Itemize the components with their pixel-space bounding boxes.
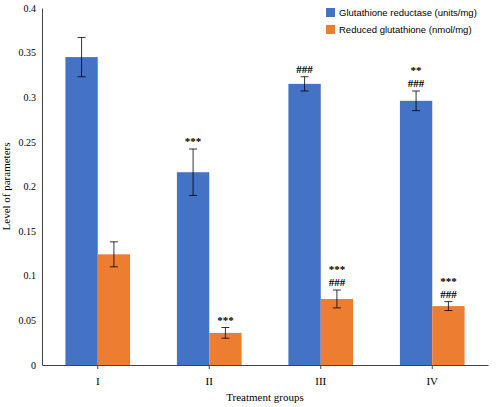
error-bar [333,290,341,308]
error-cap [412,91,420,92]
error-bar [78,37,86,76]
y-axis: 0 0.05 0.1 0.15 0.2 0.25 0.3 0.35 0.4 [19,3,43,371]
x-tick: III [315,365,326,387]
error-cap [110,241,118,242]
significance-label: *** [217,314,234,326]
error-cap [221,338,229,339]
error-line [81,37,82,76]
marks [65,37,464,365]
chart: 00.050.10.150.20.250.30.350.4IIIIIIIV***… [0,0,496,407]
error-line [113,242,114,267]
x-tick-mark [320,365,321,369]
bar [65,57,97,365]
x-axis-line [43,365,489,366]
x-tick-mark [97,365,98,369]
significance-label: *** [440,275,457,287]
significance-label: ### [408,77,425,89]
error-cap [301,91,309,92]
x-tick-label: III [315,375,326,387]
error-bar [412,91,420,111]
error-bar [221,328,229,339]
x-tick: IV [426,365,438,387]
error-line [336,290,337,308]
error-line [225,328,226,339]
y-tick-label: 0.15 [19,226,37,237]
x-tick: II [206,365,214,387]
error-line [416,91,417,111]
y-tick-label: 0.2 [24,181,37,192]
bar [288,84,320,365]
y-tick: 0.2 [24,181,43,192]
x-tick-mark [432,365,433,369]
x-axis: IIIIIIIV [43,365,489,387]
bar [400,101,432,365]
error-cap [221,327,229,328]
y-tick-label: 0.05 [19,315,37,326]
series [65,37,432,365]
error-cap [78,37,86,38]
y-axis-title: Level of parameters [0,143,12,231]
annotations: ***###**###******###***### [185,63,457,326]
legend-swatch [326,8,335,17]
error-bar [444,302,452,311]
error-cap [412,110,420,111]
legend-label: Glutathione reductase (units/mg) [339,7,477,18]
y-tick-label: 0.25 [19,137,37,148]
y-tick: 0.1 [24,270,43,281]
error-cap [444,310,452,311]
bar [321,299,353,365]
legend-swatch [326,25,335,34]
legend: Glutathione reductase (units/mg) Reduced … [326,7,477,35]
error-cap [78,76,86,77]
x-tick-label: I [96,375,100,387]
error-cap [333,290,341,291]
bar [98,254,130,365]
error-line [448,302,449,311]
significance-label: *** [329,263,346,275]
plot: 00.050.10.150.20.250.30.350.4IIIIIIIV***… [19,3,489,387]
significance-label: ### [440,288,457,300]
y-tick: 0 [31,360,42,371]
y-tick: 0.05 [19,315,43,326]
series [98,242,465,365]
error-line [304,77,305,91]
significance-label: ### [329,276,346,288]
y-tick: 0.15 [19,226,43,237]
y-tick-label: 0.4 [24,3,37,14]
significance-label: ### [296,63,313,75]
x-tick-mark [209,365,210,369]
y-tick-label: 0.1 [24,270,37,281]
x-tick-label: II [206,375,214,387]
y-tick: 0.25 [19,137,43,148]
significance-label: ** [411,64,423,76]
error-cap [189,149,197,150]
y-tick-label: 0.35 [19,47,37,58]
x-axis-title: Treatment groups [226,391,304,403]
y-tick: 0.35 [19,47,43,58]
legend-label: Reduced glutathione (nmol/mg) [339,24,472,35]
y-tick: 0.3 [24,92,43,103]
y-tick-label: 0.3 [24,92,37,103]
error-bar [110,242,118,267]
x-tick: I [96,365,100,387]
error-cap [444,301,452,302]
x-tick-label: IV [426,375,438,387]
error-cap [189,195,197,196]
error-cap [333,307,341,308]
error-cap [301,76,309,77]
bar [432,306,464,365]
y-axis-line [42,9,43,366]
error-cap [110,266,118,267]
y-tick-label: 0 [31,360,36,371]
error-bar [301,77,309,91]
error-line [193,149,194,195]
error-bar [189,149,197,195]
bar [177,172,209,365]
y-tick: 0.4 [24,3,43,14]
significance-label: *** [185,135,202,147]
